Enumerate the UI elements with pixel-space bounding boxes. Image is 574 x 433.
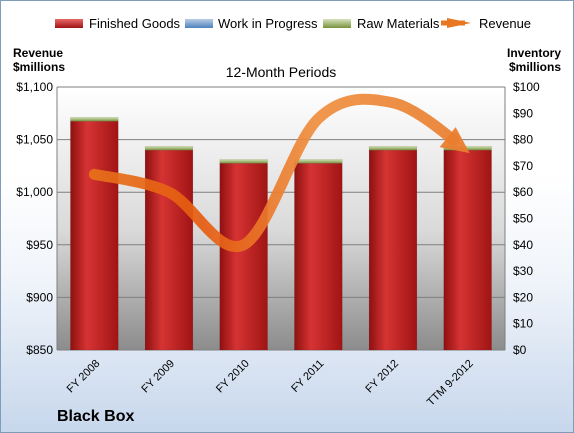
legend-item-revenue: Revenue xyxy=(441,16,531,31)
right-tick-label: $20 xyxy=(513,290,533,304)
bar-finished-goods xyxy=(368,149,418,351)
right-tick-label: $0 xyxy=(513,343,527,357)
right-tick-label: $90 xyxy=(513,106,533,120)
left-tick-label: $850 xyxy=(26,343,53,357)
right-axis-ticks: $0 $10 $20 $30 $40 $50 $60 $70 $80 $90 $100 xyxy=(513,80,540,357)
left-axis-title-line2: $millions xyxy=(13,60,65,74)
left-tick-label: $1,000 xyxy=(16,185,53,199)
revenue-line xyxy=(88,93,460,253)
revenue-line-group xyxy=(88,93,470,253)
bar-finished-goods xyxy=(144,149,194,351)
category-label: FY 2009 xyxy=(139,358,177,396)
category-label: TTM 9-2012 xyxy=(425,358,476,409)
right-tick-label: $10 xyxy=(513,317,533,331)
left-tick-label: $1,100 xyxy=(16,80,53,94)
left-axis-ticks: $850 $900 $950 $1,000 $1,050 $1,100 xyxy=(16,80,53,357)
legend: Finished Goods Work in Progress Raw Mate… xyxy=(55,16,531,31)
chart-subtitle: 12-Month Periods xyxy=(226,64,337,80)
bar-finished-goods xyxy=(443,149,492,351)
right-tick-label: $60 xyxy=(513,185,533,199)
right-tick-label: $40 xyxy=(513,238,533,252)
category-label: FY 2012 xyxy=(363,358,401,396)
company-name: Black Box xyxy=(57,408,134,425)
left-tick-label: $1,050 xyxy=(16,133,53,147)
legend-label-revenue: Revenue xyxy=(479,16,531,31)
revenue-arrowhead xyxy=(439,127,470,154)
legend-swatch-work-in-progress xyxy=(185,19,213,28)
legend-swatch-raw-materials xyxy=(323,19,351,28)
right-tick-label: $30 xyxy=(513,264,533,278)
plot-area xyxy=(57,87,505,350)
category-labels: FY 2008 FY 2009 FY 2010 FY 2011 FY 2012 TTM 9… xyxy=(65,358,476,409)
bar-raw-materials xyxy=(70,116,119,122)
right-tick-label: $70 xyxy=(513,159,533,173)
left-tick-label: $950 xyxy=(26,238,53,252)
legend-item-raw-materials: Raw Materials xyxy=(323,16,440,31)
bar-raw-materials xyxy=(144,145,194,151)
legend-item-work-in-progress: Work in Progress xyxy=(185,16,318,31)
bar-raw-materials xyxy=(294,159,343,164)
bar-raw-materials xyxy=(368,145,418,151)
legend-item-finished-goods: Finished Goods xyxy=(55,16,181,31)
bars xyxy=(70,116,492,351)
right-tick-label: $80 xyxy=(513,133,533,147)
right-tick-label: $100 xyxy=(513,80,540,94)
left-tick-label: $900 xyxy=(26,290,53,304)
bar-finished-goods xyxy=(70,120,119,351)
category-label: FY 2011 xyxy=(289,358,326,395)
legend-label-finished-goods: Finished Goods xyxy=(89,16,181,31)
right-tick-label: $50 xyxy=(513,212,533,226)
bar-finished-goods xyxy=(294,163,343,351)
right-axis-title-line1: Inventory xyxy=(507,46,561,60)
category-label: FY 2010 xyxy=(214,358,252,396)
bar-finished-goods xyxy=(219,163,268,351)
category-label: FY 2008 xyxy=(65,358,103,396)
right-axis-title-line2: $millions xyxy=(509,60,561,74)
legend-label-raw-materials: Raw Materials xyxy=(357,16,440,31)
left-axis-title-line1: Revenue xyxy=(13,46,63,60)
bar-raw-materials xyxy=(219,159,268,164)
legend-swatch-finished-goods xyxy=(55,19,83,28)
legend-label-work-in-progress: Work in Progress xyxy=(218,16,318,31)
